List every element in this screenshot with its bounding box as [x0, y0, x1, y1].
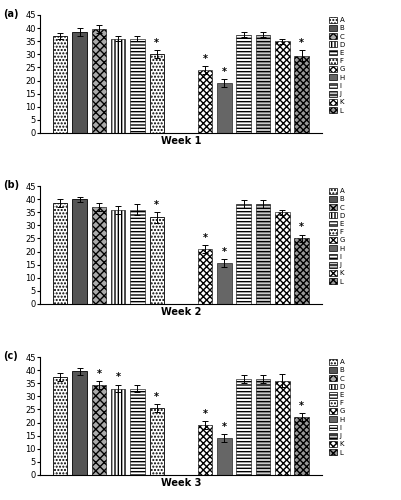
Text: *: * [154, 200, 159, 210]
Text: *: * [202, 409, 207, 419]
X-axis label: Week 1: Week 1 [160, 136, 200, 145]
Bar [72, 32, 87, 133]
Text: *: * [115, 372, 120, 382]
Bar [130, 38, 144, 133]
Text: *: * [154, 38, 159, 48]
Bar [53, 376, 67, 475]
Bar [72, 372, 87, 475]
Text: (b): (b) [4, 180, 20, 190]
Bar [274, 41, 289, 133]
Text: (a): (a) [4, 9, 19, 19]
Bar [236, 380, 250, 475]
Bar [111, 210, 125, 304]
Text: *: * [221, 67, 226, 77]
Text: *: * [221, 422, 226, 432]
Text: *: * [202, 54, 207, 64]
Bar [255, 34, 269, 133]
X-axis label: Week 3: Week 3 [160, 478, 200, 488]
Bar [294, 56, 308, 133]
Text: *: * [154, 392, 159, 402]
Bar [197, 249, 212, 304]
Bar [294, 238, 308, 304]
Bar [149, 408, 164, 475]
Bar [111, 38, 125, 133]
Bar [274, 212, 289, 304]
Bar [255, 380, 269, 475]
Bar [130, 210, 144, 304]
Text: *: * [202, 233, 207, 243]
Legend: A, B, C, D, E, F, G, H, I, J, K, L: A, B, C, D, E, F, G, H, I, J, K, L [327, 187, 345, 285]
Text: *: * [298, 222, 303, 232]
Bar [53, 203, 67, 304]
X-axis label: Week 2: Week 2 [160, 307, 200, 317]
Bar [91, 30, 106, 133]
Bar [91, 207, 106, 304]
Bar [53, 36, 67, 133]
Bar [197, 70, 212, 133]
Bar [217, 83, 231, 133]
Legend: A, B, C, D, E, F, G, H, I, J, K, L: A, B, C, D, E, F, G, H, I, J, K, L [327, 16, 345, 114]
Text: (c): (c) [4, 351, 18, 361]
Bar [197, 425, 212, 475]
Bar [294, 418, 308, 475]
Text: *: * [298, 38, 303, 48]
Bar [255, 204, 269, 304]
Bar [217, 264, 231, 304]
Text: *: * [221, 248, 226, 258]
Bar [236, 34, 250, 133]
Bar [111, 388, 125, 475]
Legend: A, B, C, D, E, F, G, H, I, J, K, L: A, B, C, D, E, F, G, H, I, J, K, L [327, 358, 345, 456]
Bar [149, 218, 164, 304]
Bar [149, 54, 164, 133]
Bar [274, 380, 289, 475]
Bar [91, 384, 106, 475]
Bar [236, 204, 250, 304]
Text: *: * [298, 402, 303, 411]
Bar [130, 388, 144, 475]
Text: *: * [96, 368, 101, 378]
Bar [217, 438, 231, 475]
Bar [72, 199, 87, 304]
